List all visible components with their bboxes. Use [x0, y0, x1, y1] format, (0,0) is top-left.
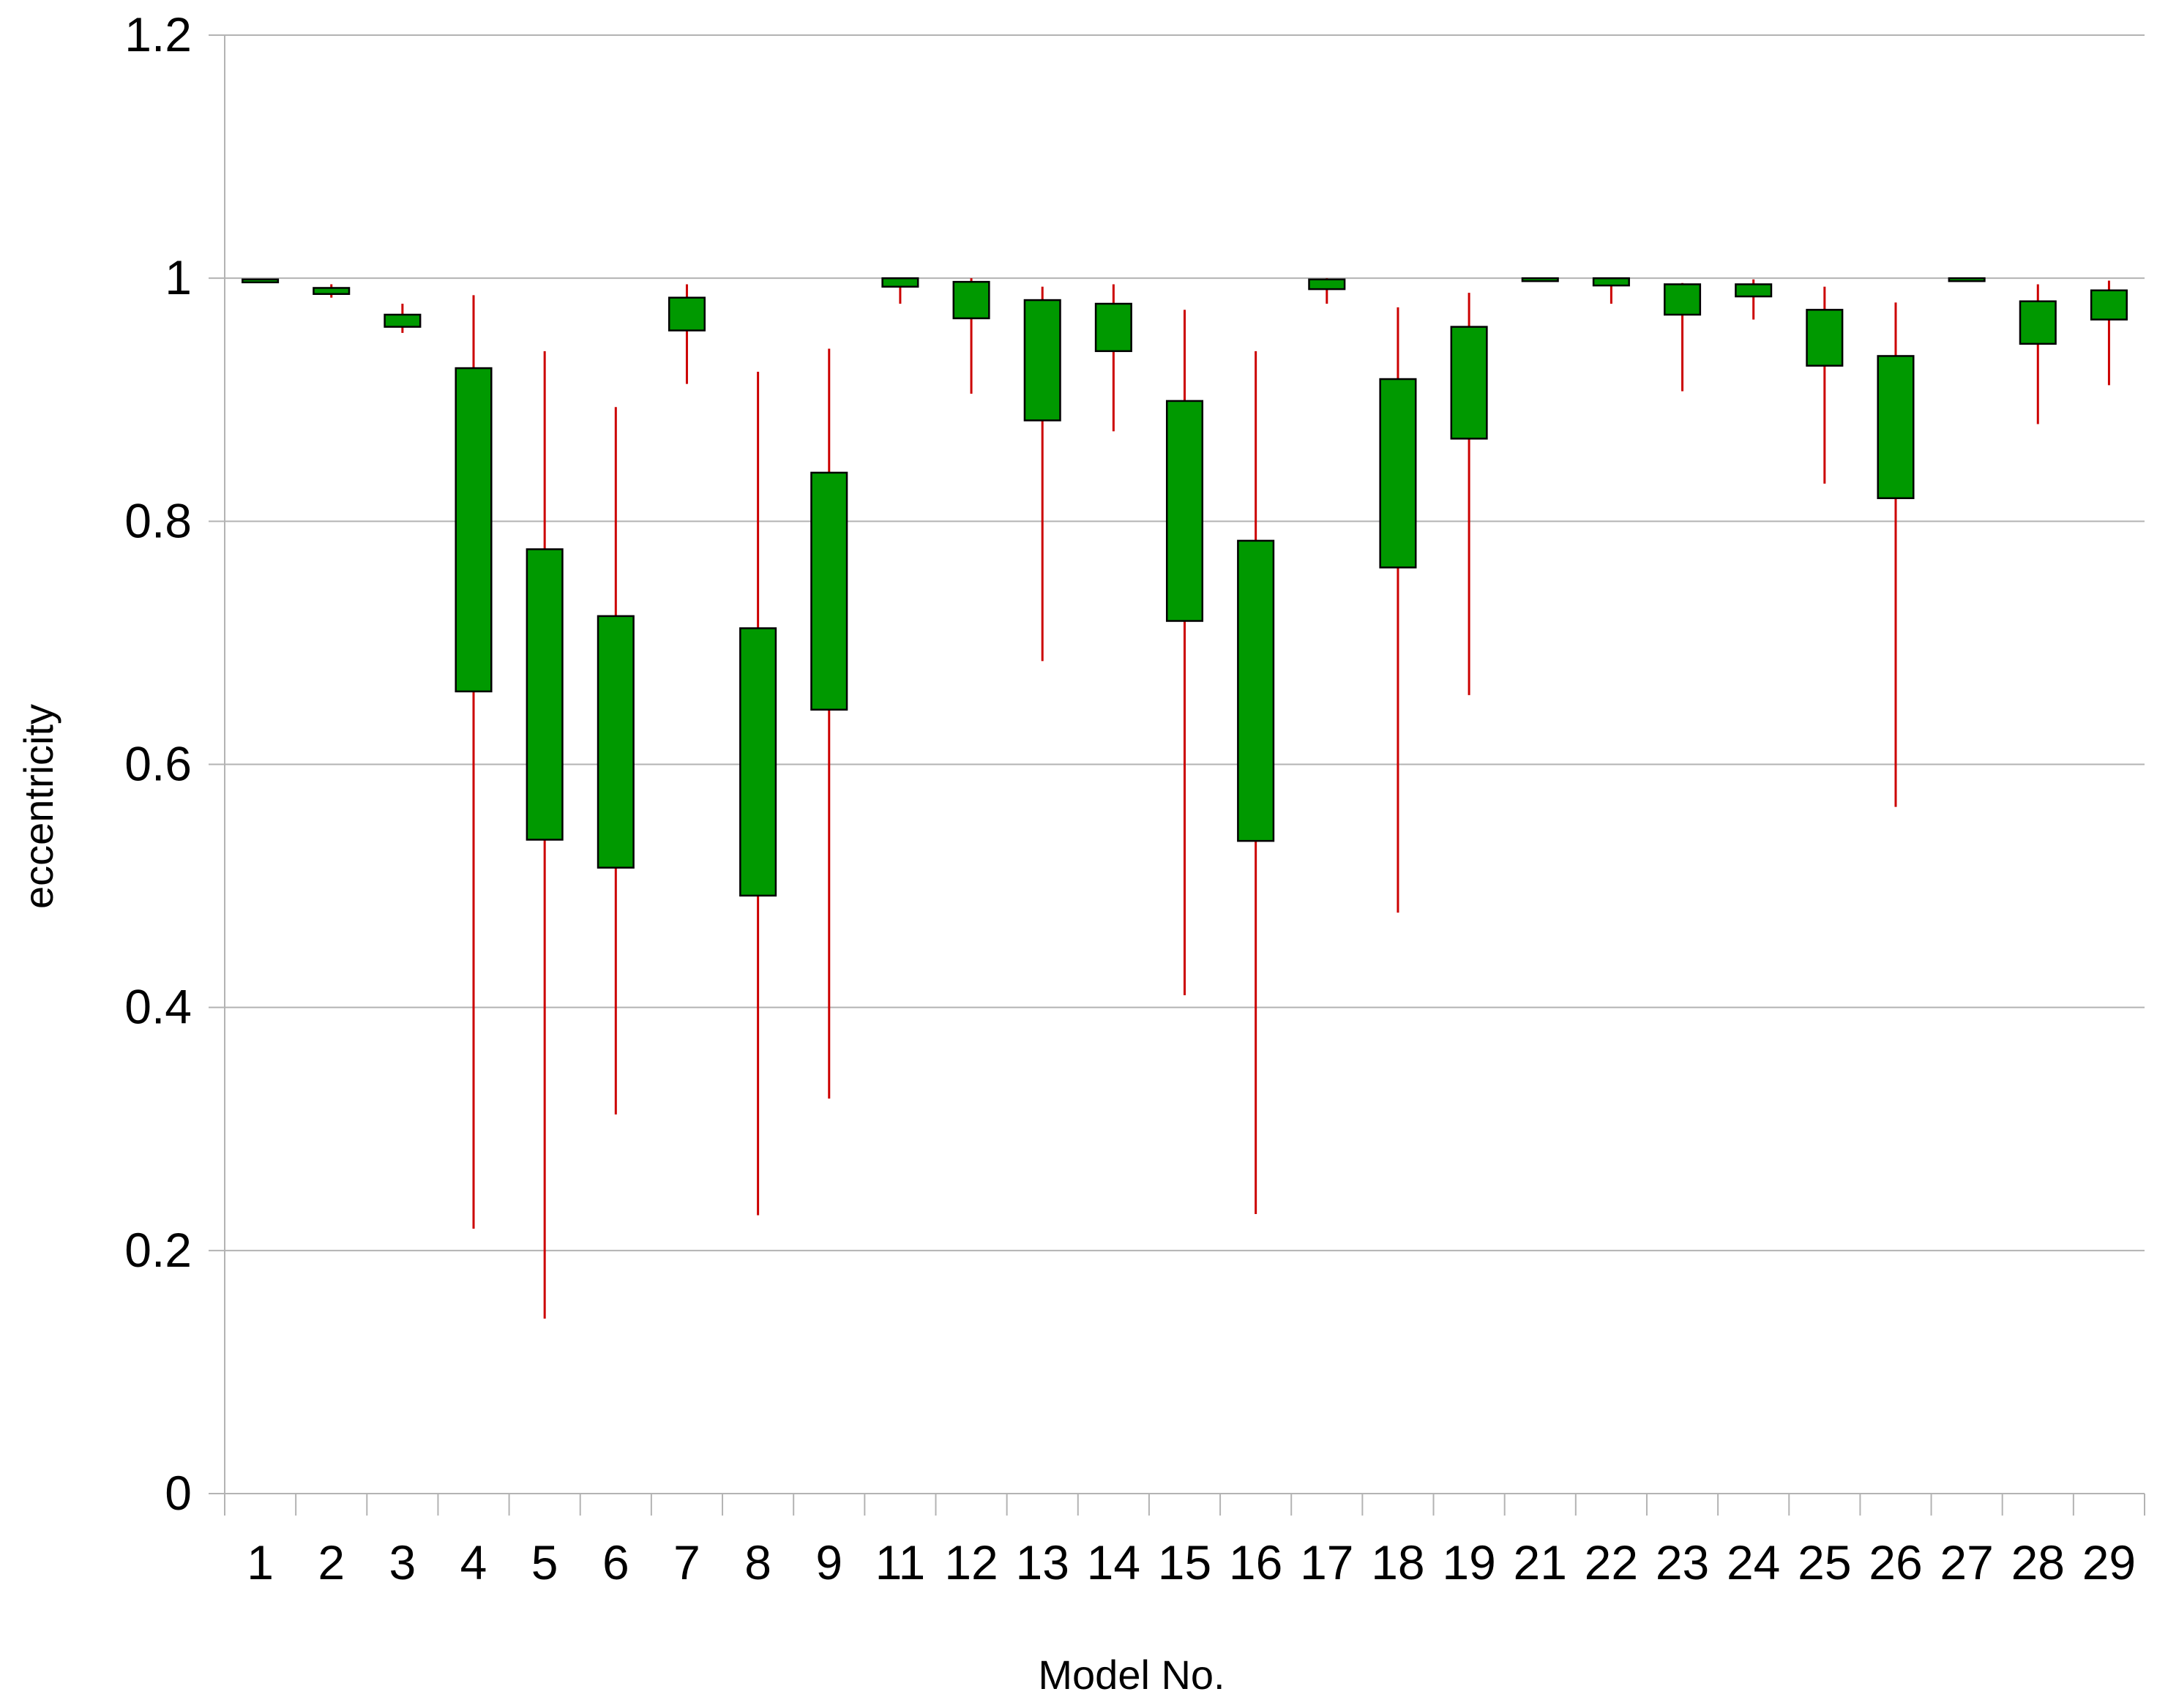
x-tick-label: 12 [944, 1535, 998, 1589]
candle-box [2090, 289, 2128, 321]
y-tick-label: 0.8 [124, 493, 192, 547]
candle-box [1806, 309, 1844, 367]
candle-box [1237, 539, 1275, 842]
y-tick-label: 0.6 [124, 737, 192, 791]
candle-box [313, 287, 351, 296]
candle-box [1521, 277, 1559, 282]
y-tick-label: 1 [165, 250, 192, 304]
x-tick-label: 1 [247, 1535, 274, 1589]
x-tick-label: 29 [2082, 1535, 2136, 1589]
x-tick-label: 25 [1798, 1535, 1851, 1589]
x-tick-label: 16 [1229, 1535, 1282, 1589]
x-tick-label: 7 [673, 1535, 700, 1589]
x-axis-title: Model No. [1038, 1652, 1225, 1698]
boxes [242, 277, 2128, 897]
x-tick-labels: 1 2 3 4 5 6 7 8 9 11 12 13 14 15 16 17 18 19 21 22 23 24 25 26 2… [247, 1535, 2136, 1589]
candle-box [597, 615, 635, 869]
x-tick-label: 4 [460, 1535, 487, 1589]
candle-box [1735, 283, 1773, 298]
x-tick-label: 14 [1087, 1535, 1140, 1589]
x-tick-label: 11 [875, 1535, 926, 1589]
candle-box [1379, 378, 1417, 569]
y-axis-title: eccentricity [15, 704, 61, 909]
x-tick-label: 5 [531, 1535, 558, 1589]
x-tick-label: 26 [1869, 1535, 1922, 1589]
x-tick-label: 19 [1442, 1535, 1495, 1589]
x-tick-label: 27 [1940, 1535, 1993, 1589]
x-tick-label: 15 [1158, 1535, 1211, 1589]
x-tick-label: 13 [1015, 1535, 1069, 1589]
x-tick-label: 21 [1514, 1535, 1567, 1589]
candle-box [1023, 299, 1061, 422]
candle-box [526, 548, 564, 841]
candle-box [1948, 277, 1986, 282]
candle-box [242, 278, 280, 284]
candle-box [952, 280, 990, 320]
candle-box [668, 296, 706, 332]
x-tick-label: 28 [2011, 1535, 2065, 1589]
candle-box [1592, 277, 1630, 287]
candle-box [1877, 355, 1915, 500]
y-tick-label: 0 [165, 1466, 192, 1520]
candle-box [881, 277, 919, 288]
x-tick-label: 3 [389, 1535, 416, 1589]
candle-box [1308, 278, 1346, 291]
candle-box [810, 471, 848, 711]
candle-box [1165, 400, 1204, 622]
axes [209, 34, 2145, 1516]
y-tick-labels: 0 0.2 0.4 0.6 0.8 1 1.2 [124, 7, 192, 1520]
x-tick-label: 18 [1371, 1535, 1424, 1589]
candle-box [739, 627, 777, 897]
y-tick-label: 0.4 [124, 980, 192, 1034]
x-tick-label: 2 [318, 1535, 345, 1589]
x-tick-label: 6 [602, 1535, 629, 1589]
candle-box [1094, 302, 1132, 353]
candle-box [384, 313, 422, 328]
candle-box [1450, 326, 1488, 440]
x-tick-label: 8 [744, 1535, 771, 1589]
x-tick-label: 22 [1585, 1535, 1638, 1589]
x-tick-label: 24 [1727, 1535, 1780, 1589]
x-tick-label: 17 [1300, 1535, 1353, 1589]
candle-box [455, 367, 493, 693]
candle-box [2019, 300, 2057, 345]
y-tick-label: 0.2 [124, 1223, 192, 1277]
y-tick-label: 1.2 [124, 7, 192, 61]
candle-box [1664, 283, 1702, 316]
x-tick-label: 23 [1656, 1535, 1709, 1589]
x-tick-label: 9 [815, 1535, 842, 1589]
